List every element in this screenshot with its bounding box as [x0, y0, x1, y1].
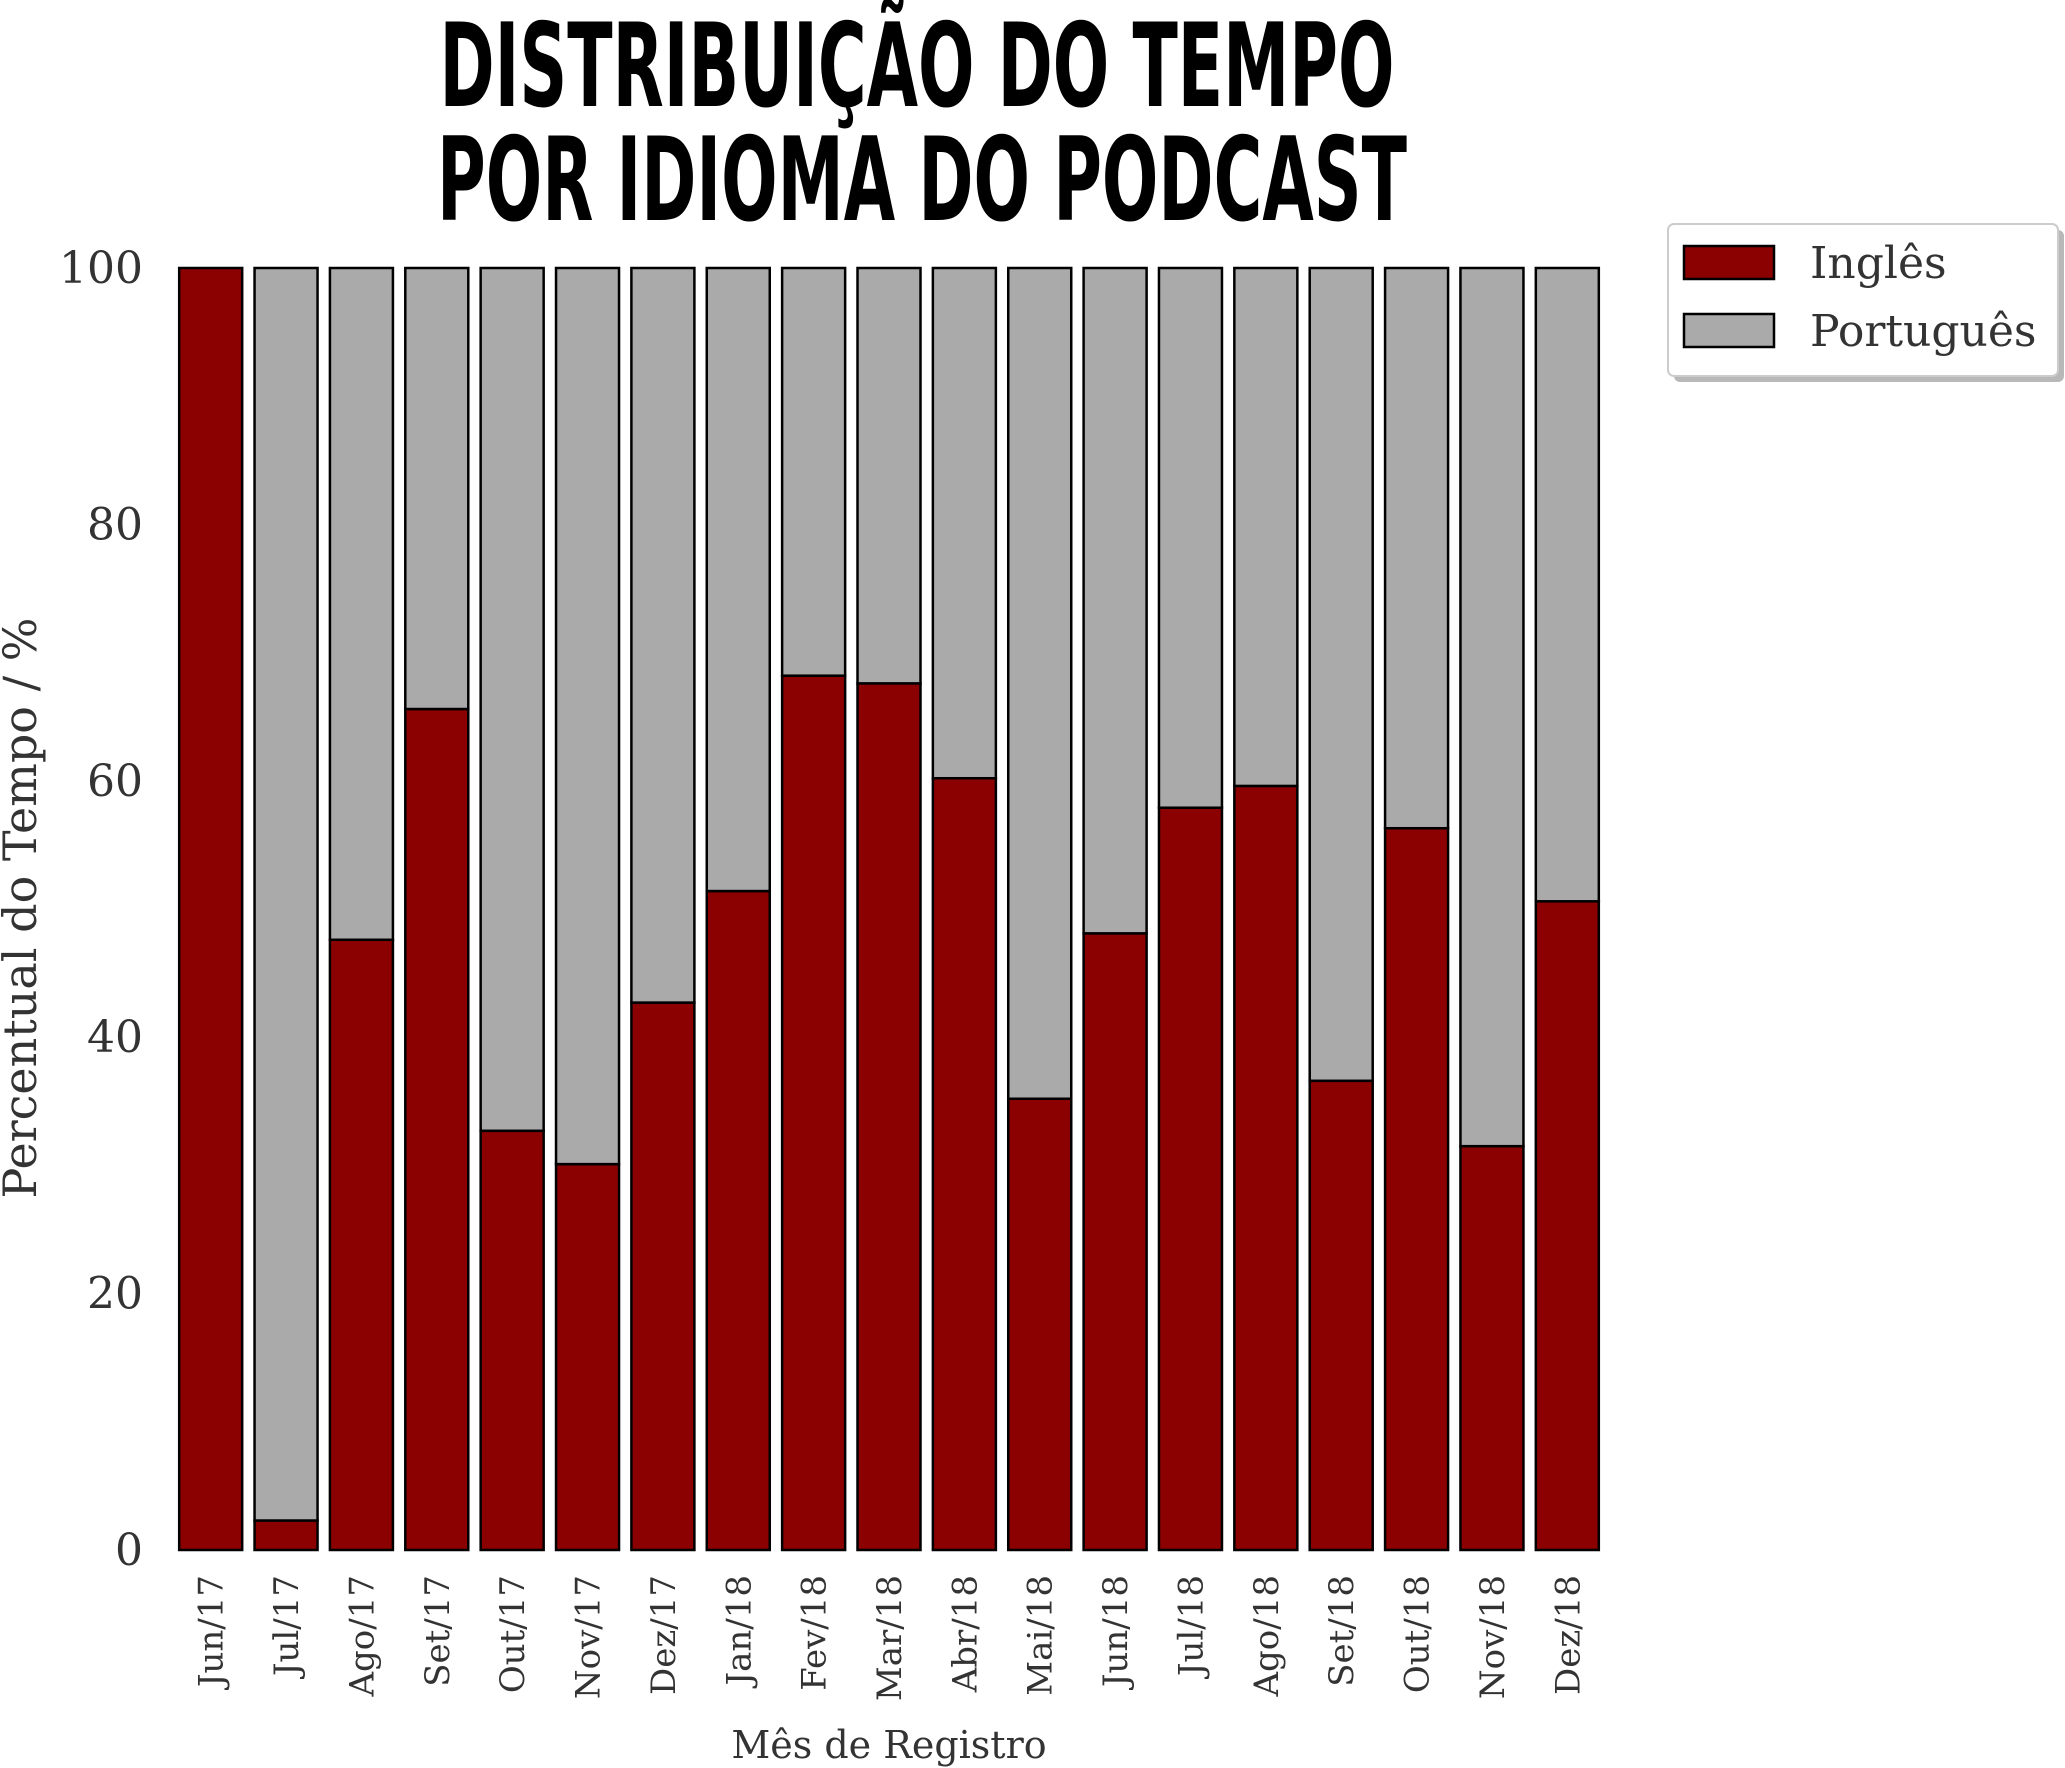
bar-ingles-abr-18: [931, 776, 998, 1552]
bar-ingles-mar-18: [856, 682, 922, 1552]
bar-ingles-dez-17: [630, 1001, 696, 1552]
bar-ingles-jan-18: [705, 889, 772, 1552]
legend: Inglês Português: [1667, 223, 2064, 382]
x-tick-label-fev-18: Fev/18: [795, 1575, 835, 1691]
legend-swatch-ingles: [1682, 244, 1776, 281]
bar-portugues-dez-18: [1534, 266, 1601, 903]
x-tick-label-jun-18: Jun/18: [1096, 1575, 1136, 1690]
x-tick-label-ago-18: Ago/18: [1247, 1575, 1287, 1698]
bar-ingles-jul-17: [253, 1519, 319, 1552]
bar-portugues-out-18: [1383, 266, 1450, 830]
x-tick-label-set-18: Set/18: [1322, 1575, 1362, 1687]
legend-label-ingles: Inglês: [1810, 238, 1947, 289]
x-tick-label-nov-18: Nov/18: [1473, 1575, 1513, 1699]
y-tick-label-40: 40: [87, 1012, 143, 1063]
x-tick-label-dez-18: Dez/18: [1548, 1575, 1588, 1695]
bar-portugues-nov-18: [1459, 266, 1525, 1148]
bar-ingles-ago-18: [1233, 784, 1299, 1552]
x-tick-label-nov-17: Nov/17: [569, 1575, 609, 1699]
bar-ingles-jun-18: [1082, 932, 1148, 1552]
y-tick-label-20: 20: [87, 1269, 143, 1320]
y-tick-label-0: 0: [115, 1525, 143, 1576]
bar-portugues-ago-18: [1233, 266, 1299, 788]
bar-portugues-jun-18: [1082, 266, 1148, 935]
bars-group: [177, 266, 1601, 1552]
x-tick-label-jan-18: Jan/18: [719, 1575, 759, 1689]
legend-swatch-portugues: [1682, 312, 1776, 349]
bar-ingles-out-17: [479, 1129, 545, 1552]
bar-portugues-ago-17: [328, 266, 395, 942]
bar-ingles-set-17: [404, 707, 470, 1552]
y-tick-label-60: 60: [87, 756, 143, 807]
bar-ingles-nov-17: [554, 1162, 621, 1552]
bar-ingles-jul-18: [1157, 806, 1224, 1552]
bar-portugues-out-17: [479, 266, 545, 1133]
bar-portugues-set-18: [1308, 266, 1374, 1083]
x-tick-label-jul-17: Jul/17: [267, 1575, 307, 1679]
bar-ingles-nov-18: [1459, 1144, 1525, 1552]
x-tick-label-mar-18: Mar/18: [870, 1575, 910, 1701]
chart-title-line-2: POR IDIOMA DO PODCAST: [437, 113, 1407, 248]
bar-ingles-out-18: [1383, 826, 1450, 1552]
bar-portugues-abr-18: [931, 266, 998, 780]
bar-portugues-dez-17: [630, 266, 696, 1004]
x-tick-label-abr-18: Abr/18: [945, 1575, 985, 1693]
x-tick-label-set-17: Set/17: [418, 1575, 458, 1687]
y-tick-label-100: 100: [59, 243, 143, 294]
y-ticks-group: 0 20 40 60 80 100: [59, 243, 143, 1576]
chart-title-line-1: DISTRIBUIÇÃO DO TEMPO: [440, 0, 1395, 134]
x-tick-label-ago-17: Ago/17: [342, 1575, 382, 1698]
bar-portugues-mar-18: [856, 266, 922, 685]
legend-label-portugues: Português: [1810, 306, 2037, 357]
x-tick-label-mai-18: Mai/18: [1021, 1575, 1061, 1696]
bar-ingles-dez-18: [1534, 900, 1601, 1552]
x-tick-label-out-17: Out/17: [493, 1575, 533, 1693]
bar-portugues-nov-17: [554, 266, 621, 1166]
bar-ingles-ago-17: [328, 938, 395, 1552]
bar-ingles-set-18: [1308, 1079, 1374, 1552]
x-tick-label-out-18: Out/18: [1398, 1575, 1438, 1693]
bar-portugues-jan-18: [705, 266, 772, 893]
y-axis-label: Percentual do Tempo / %: [0, 618, 47, 1199]
bar-portugues-jul-18: [1157, 266, 1224, 809]
y-tick-label-80: 80: [87, 499, 143, 550]
bar-portugues-set-17: [404, 266, 470, 711]
x-axis-label: Mês de Registro: [731, 1723, 1046, 1767]
bar-ingles-fev-18: [780, 674, 847, 1552]
bar-portugues-fev-18: [780, 266, 847, 677]
bar-portugues-mai-18: [1006, 266, 1073, 1100]
x-tick-label-jun-17: Jun/17: [192, 1575, 232, 1690]
bar-ingles-mai-18: [1006, 1097, 1073, 1552]
x-tick-label-jul-18: Jul/18: [1171, 1575, 1211, 1679]
x-tick-label-dez-17: Dez/17: [644, 1575, 684, 1695]
x-ticks-group: Jun/17 Jul/17 Ago/17 Set/17 Out/17 Nov/17 Dez/…: [192, 1575, 1589, 1701]
bar-ingles-jun-17: [177, 266, 244, 1552]
bar-portugues-jul-17: [253, 266, 319, 1522]
